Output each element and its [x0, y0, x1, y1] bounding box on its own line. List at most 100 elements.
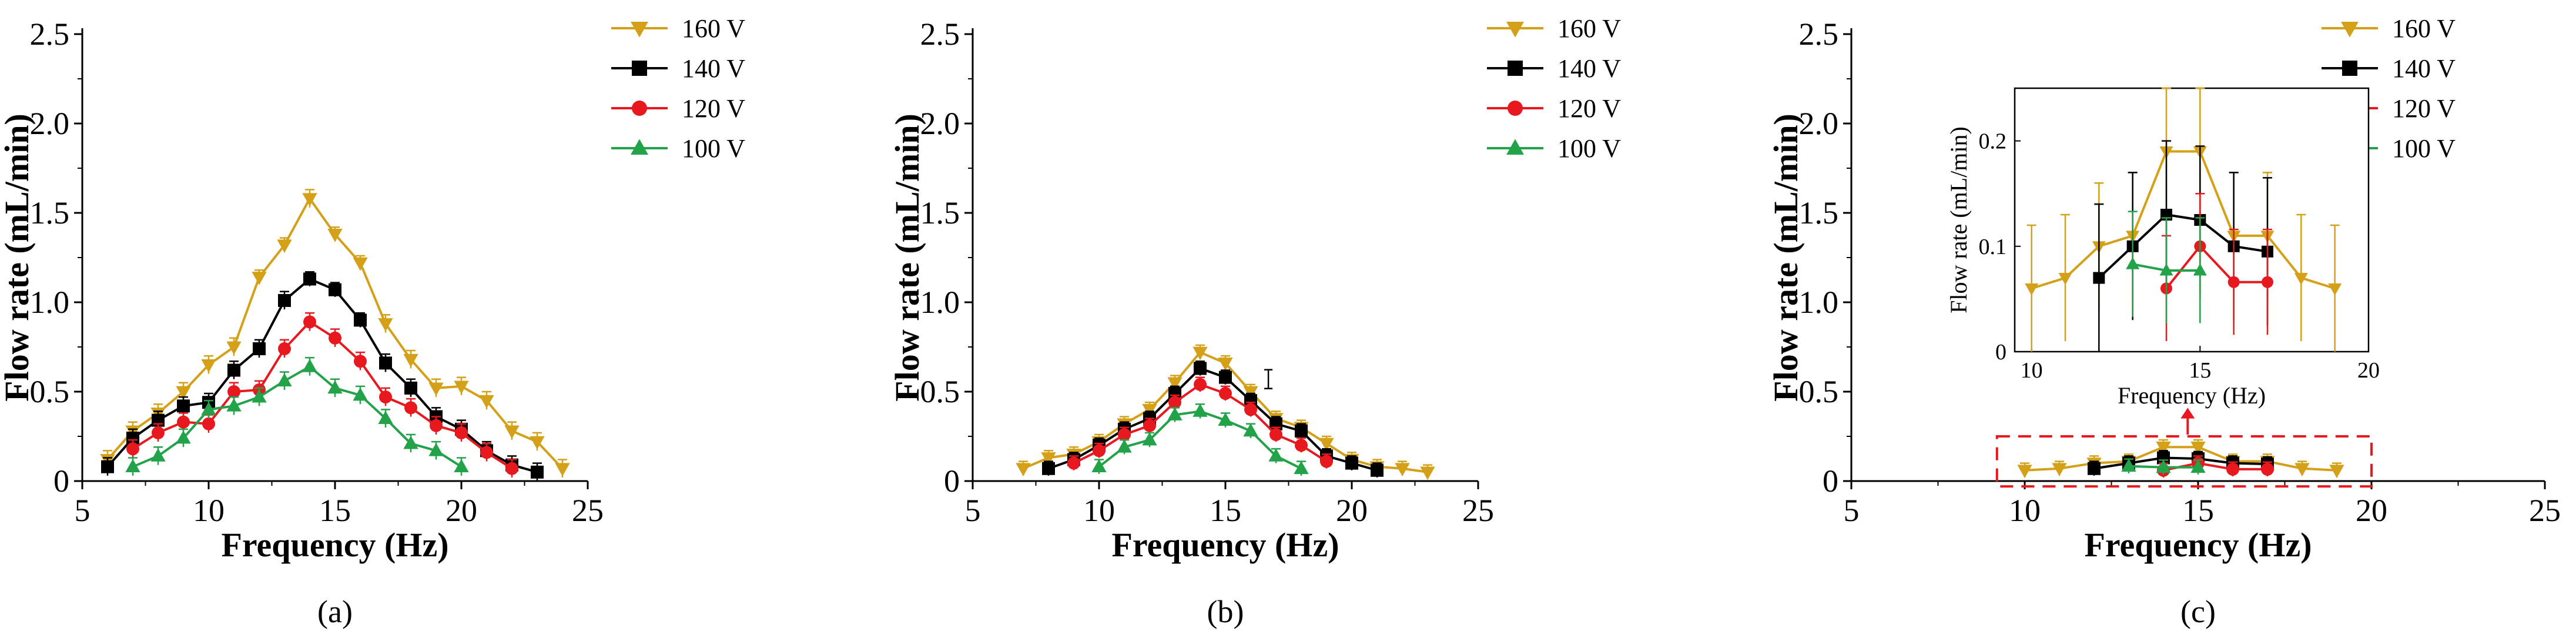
legend-entry: 160 V — [611, 14, 745, 43]
data-point — [2052, 463, 2067, 476]
x-tick-label: 25 — [1462, 493, 1494, 528]
y-tick-label: 1.5 — [30, 195, 70, 231]
chart-panel-c: 5 10 15 20 25 0 0.5 1.0 1.5 2.0 2.5 Frequency (Hz) F… — [1767, 14, 2561, 629]
data-point — [2159, 263, 2173, 276]
x-tick-label: 15 — [2182, 493, 2214, 528]
data-point — [1167, 377, 1183, 390]
y-tick-label: 2.5 — [1799, 16, 1839, 52]
data-point — [1194, 378, 1207, 391]
data-point — [404, 381, 417, 395]
data-point — [354, 313, 367, 327]
data-point — [329, 331, 341, 345]
data-point — [302, 359, 317, 372]
legend-label: 160 V — [1557, 14, 1621, 43]
y-tick-label: 0 — [53, 463, 69, 499]
series-120v — [1067, 376, 1333, 470]
y-axis-label: Flow rate (mL/min) — [1767, 113, 1805, 402]
data-point — [1091, 459, 1107, 473]
data-point — [1168, 387, 1181, 400]
x-tick-label: 10 — [193, 493, 225, 528]
data-point — [1093, 444, 1106, 458]
data-point — [428, 443, 444, 456]
data-point — [1244, 394, 1257, 408]
data-point — [2329, 465, 2344, 478]
data-point — [2156, 441, 2171, 455]
series-line — [106, 278, 538, 473]
data-point — [353, 257, 368, 271]
data-point — [2017, 465, 2032, 478]
data-point — [1268, 448, 1284, 462]
data-point — [1117, 439, 1132, 453]
legend-label: 120 V — [682, 94, 745, 123]
chart-panel-b: 5 10 15 20 25 0 0.5 1.0 1.5 2.0 2.5 Frequency (Hz) F… — [888, 14, 1621, 629]
data-point — [226, 341, 242, 355]
data-point — [327, 229, 343, 242]
panel-label: (b) — [1207, 594, 1244, 629]
inset-y-tick-label: 0.1 — [1979, 235, 2007, 259]
data-point — [176, 386, 191, 400]
x-tick-label: 25 — [2529, 493, 2561, 528]
y-tick-label: 2.5 — [920, 16, 960, 52]
data-point — [227, 385, 240, 398]
x-tick-label: 20 — [1336, 493, 1368, 528]
data-point — [1420, 466, 1435, 480]
data-point — [531, 465, 544, 479]
legend-marker — [632, 61, 647, 76]
data-point — [125, 459, 140, 473]
series-100v — [2121, 458, 2206, 475]
data-point — [126, 442, 139, 456]
data-point — [201, 402, 216, 415]
data-point — [2190, 459, 2206, 473]
x-tick-label: 25 — [572, 493, 604, 528]
series-line — [2024, 446, 2337, 472]
data-point — [1218, 358, 1233, 371]
legend-marker — [1506, 139, 1524, 155]
legend-marker — [2342, 61, 2357, 76]
data-point — [1295, 424, 1308, 438]
y-tick-label: 1.5 — [920, 195, 960, 231]
legend-marker — [1506, 21, 1524, 38]
data-point — [101, 460, 114, 473]
data-point — [2121, 458, 2136, 472]
legend-label: 100 V — [682, 134, 745, 163]
y-tick-label: 1.0 — [1799, 285, 1839, 320]
x-tick-label: 10 — [1083, 493, 1115, 528]
y-tick-label: 2.0 — [1799, 106, 1839, 141]
data-point — [150, 448, 166, 462]
data-point — [1168, 396, 1181, 409]
y-tick-label: 0.5 — [30, 374, 70, 409]
data-point — [479, 395, 494, 409]
data-point — [2126, 257, 2140, 269]
legend-label: 160 V — [2392, 14, 2456, 43]
legend-marker — [2341, 21, 2359, 38]
data-point — [1167, 407, 1183, 420]
data-point — [378, 318, 393, 332]
data-point — [1395, 463, 1410, 476]
data-point — [201, 359, 216, 373]
legend-entry: 140 V — [1487, 54, 1621, 83]
data-point — [252, 389, 267, 403]
x-tick-label: 10 — [2009, 493, 2041, 528]
data-point — [1219, 370, 1232, 384]
data-point — [126, 432, 139, 445]
y-tick-label: 2.0 — [920, 106, 960, 141]
data-point — [252, 272, 267, 285]
data-point — [152, 426, 165, 439]
legend-marker — [631, 139, 648, 155]
legend-entry: 120 V — [611, 94, 745, 123]
data-point — [504, 425, 520, 439]
legend-label: 140 V — [1557, 54, 1621, 83]
inset-x-tick-label: 15 — [2189, 358, 2211, 383]
data-point — [2262, 276, 2273, 288]
data-point — [404, 401, 417, 415]
data-point — [1143, 419, 1156, 432]
y-tick-label: 0.5 — [1799, 374, 1839, 409]
inset-x-axis-label: Frequency (Hz) — [2118, 382, 2266, 409]
panel-label: (a) — [317, 594, 353, 629]
data-point — [2156, 459, 2171, 473]
data-point — [354, 355, 367, 368]
panel-label: (c) — [2180, 594, 2216, 629]
series-line — [132, 320, 513, 470]
data-point — [303, 315, 316, 329]
data-point — [177, 399, 190, 413]
